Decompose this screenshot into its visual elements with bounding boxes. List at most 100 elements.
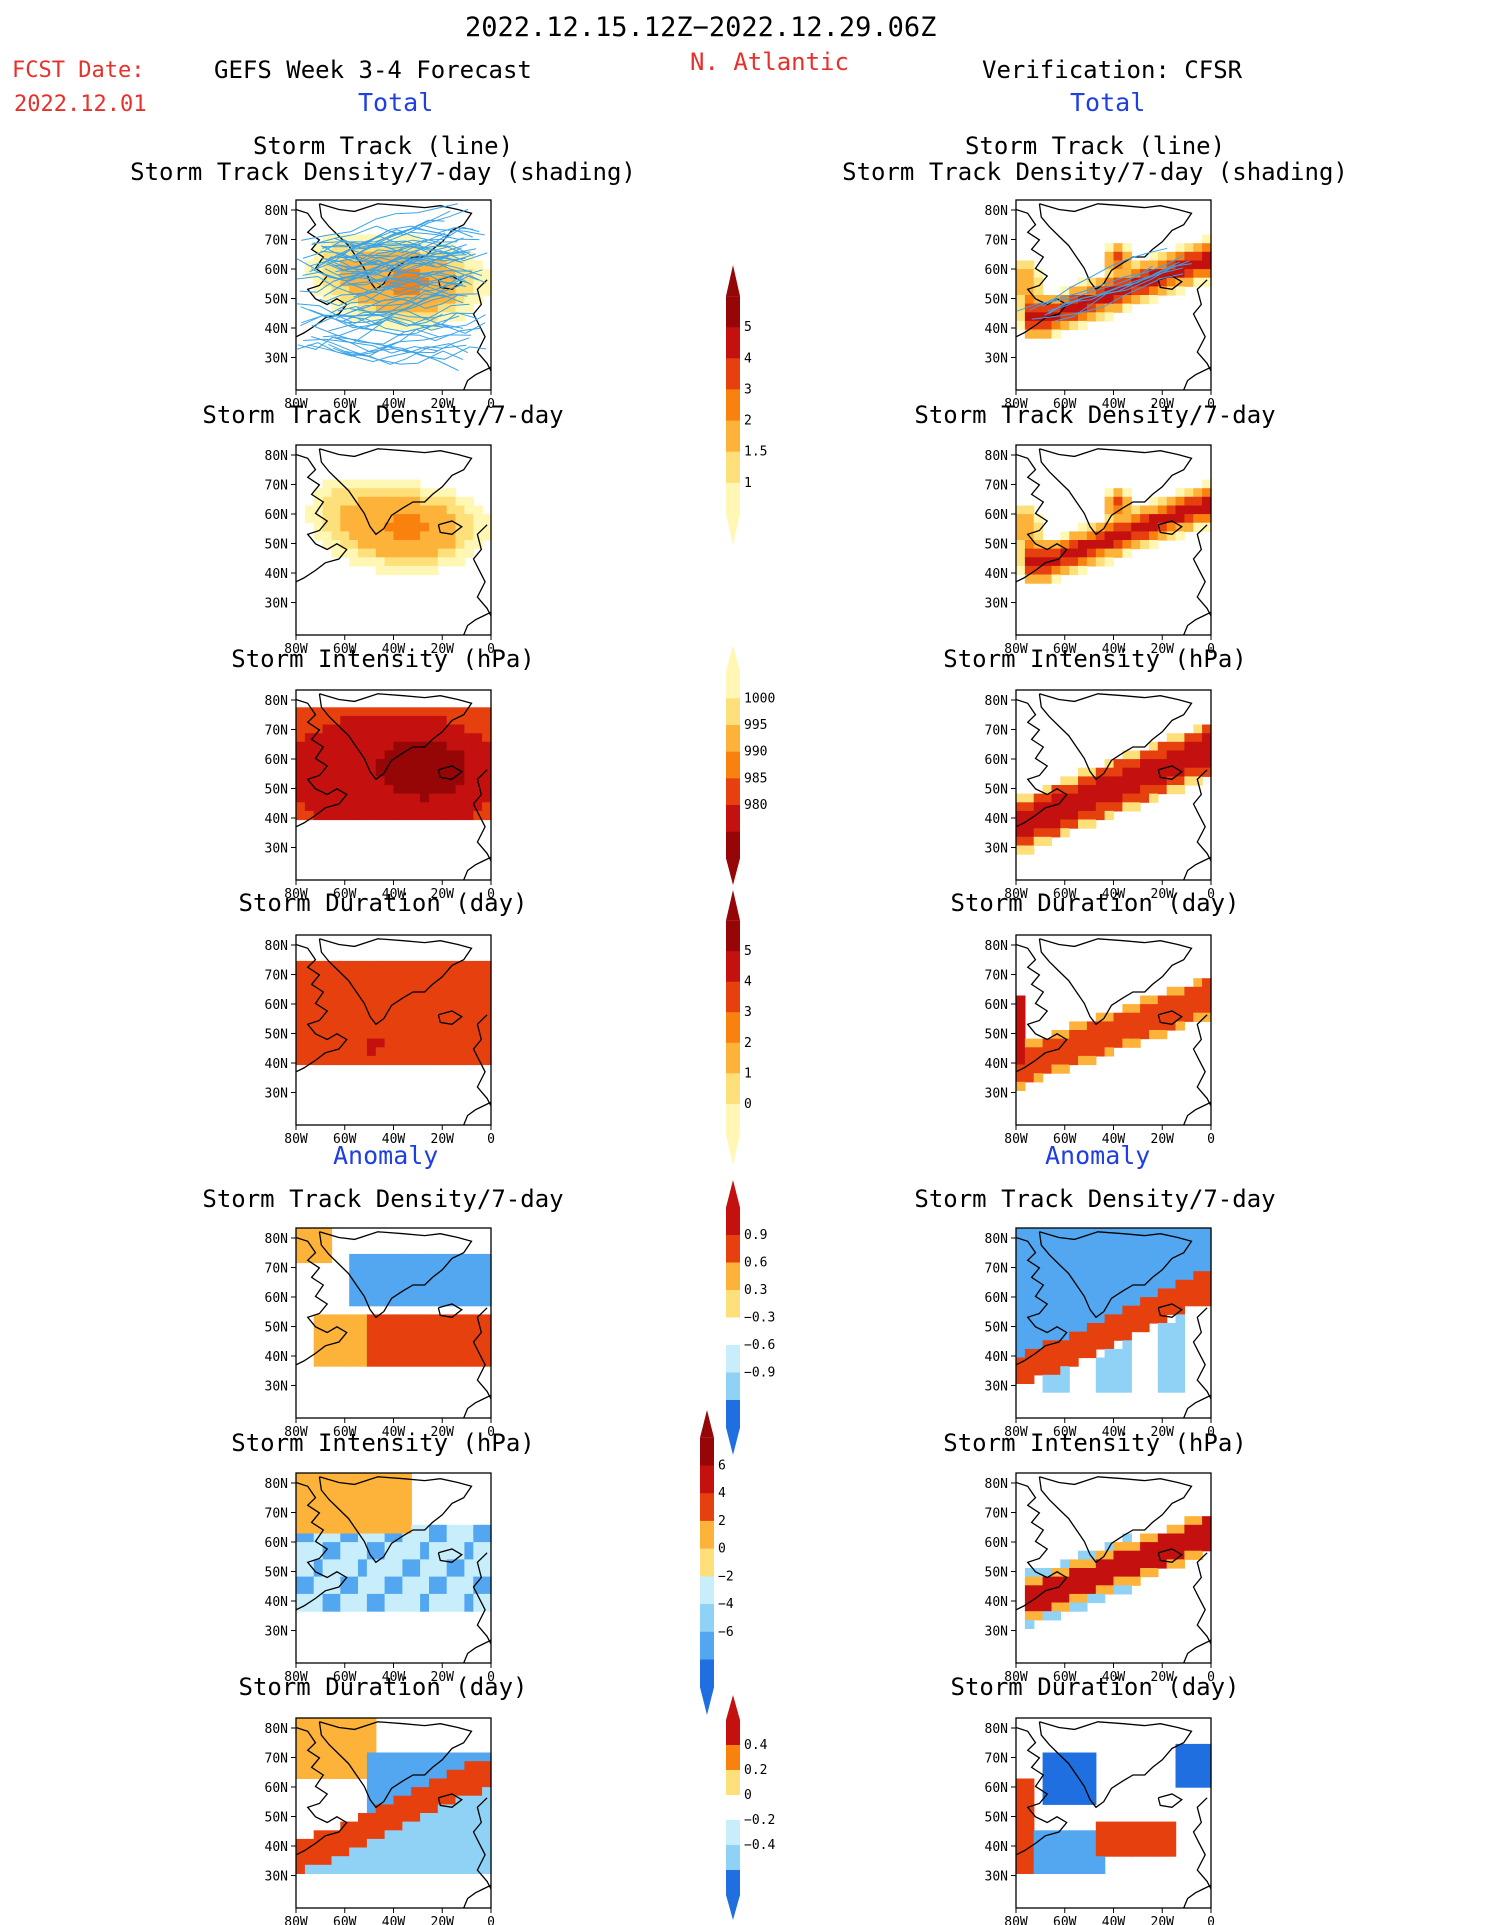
lon-label: 20W [1151,1132,1175,1147]
greenland-coastline [1038,1476,1193,1564]
colorbar-swatch [700,1548,714,1577]
europe-coastline [1192,1014,1212,1107]
greenland-coastline [318,1231,473,1319]
lat-label: 60N [265,753,288,768]
storm-track-line [353,275,487,298]
storm-track-line [310,245,449,274]
greenland-coastline [318,1721,473,1809]
storm-track-line [327,275,464,293]
iceland-coastline [1157,1010,1183,1025]
iceland-coastline [1157,1793,1183,1808]
date-range-title: 2022.12.15.12Z−2022.12.29.06Z [465,12,937,43]
lat-label: 80N [985,939,1008,954]
storm-track-line [333,337,470,363]
lat-label: 60N [985,1781,1008,1796]
lon-label: 0 [487,1132,495,1147]
colorbar-swatch [726,482,740,515]
lat-label: 50N [265,1566,288,1581]
colorbar-swatch [700,1493,714,1522]
colorbar-swatch [726,1870,740,1896]
lat-label: 40N [985,1350,1008,1365]
storm-track-line [344,308,486,334]
storm-track-line [328,324,481,342]
colorbar-label: 1 [744,1066,752,1081]
right-map-panel-4: 80N 70N 60N 50N 40N 30N 80W 60W 40W 20W 0 [985,934,1215,1147]
lat-label: 40N [985,1840,1008,1855]
lat-label: 40N [985,1057,1008,1072]
iceland-coastline [437,1010,463,1025]
right-anomaly-label: Anomaly [1045,1141,1151,1170]
colorbar-label: 0.3 [744,1283,767,1298]
lon-label: 60W [333,1425,357,1440]
north-america-coastline [295,698,348,828]
europe-coastline [1192,1307,1212,1400]
lat-label: 60N [265,998,288,1013]
colorbar-swatch [726,1770,740,1796]
colorbar-top-arrow [726,890,740,921]
lat-label: 60N [985,1536,1008,1551]
colorbar-swatch [726,1235,740,1263]
lat-label: 60N [265,1536,288,1551]
north-america-coastline [295,943,348,1073]
iceland-coastline [437,765,463,780]
colorbar-swatch [726,1372,740,1401]
right-total-label: Total [1070,88,1146,117]
colorbar-swatch [726,1012,740,1044]
colorbar-swatch [726,805,740,833]
colorbar-label: −0.3 [744,1311,775,1326]
lon-label: 80W [1004,1132,1028,1147]
colorbar-swatch [700,1520,714,1550]
iceland-coastline [437,520,463,535]
colorbar-swatch [726,981,740,1013]
europe-coastline [472,769,492,862]
left-map-panel-7: 80N 70N 60N 50N 40N 30N 80W 60W 40W 20W 0 [265,1717,495,1925]
left-total-label: Total [358,88,434,117]
lon-label: 20W [431,1670,455,1685]
lat-label: 50N [265,783,288,798]
colorbar-label: 5 [744,944,752,959]
iceland-coastline [1157,765,1183,780]
lat-label: 80N [265,1232,288,1247]
iceland-coastline [437,1303,463,1318]
lon-label: 0 [1207,1132,1215,1147]
colorbar-bottom-arrow [726,1134,740,1165]
lon-label: 80W [284,887,308,902]
storm-track-line [311,323,464,345]
lon-label: 60W [1053,887,1077,902]
lon-label: 0 [1207,642,1215,657]
right-panel-6-title: Storm Intensity (hPa) [943,1429,1247,1457]
north-america-coastline [1015,453,1068,583]
left-map-panel-6: 80N 70N 60N 50N 40N 30N 80W 60W 40W 20W 0 [265,1472,495,1685]
colorbar-swatch [726,1042,740,1074]
colorbar-label: −0.2 [744,1813,775,1828]
lon-label: 80W [1004,397,1028,412]
lon-label: 60W [1053,642,1077,657]
left-panel-2-title: Storm Track Density/7-day [202,401,564,429]
lat-label: 40N [985,1595,1008,1610]
lon-label: 0 [1207,1425,1215,1440]
colorbar-top-arrow [726,265,740,297]
storm-track-line [344,312,478,333]
lat-label: 30N [985,1380,1008,1395]
colorbar-label: 4 [744,975,752,990]
lon-label: 60W [1053,1670,1077,1685]
greenland-coastline [1038,693,1193,781]
greenland-coastline [1038,1231,1193,1319]
region-label: N. Atlantic [690,48,849,76]
africa-coastline [463,1394,492,1419]
lat-label: 70N [265,1752,288,1767]
colorbar-swatch [726,1317,740,1346]
europe-coastline [1192,524,1212,617]
lon-label: 0 [487,642,495,657]
lat-label: 40N [265,322,288,337]
right-map-panel-6: 80N 70N 60N 50N 40N 30N 80W 60W 40W 20W 0 [985,1472,1215,1685]
right-map-panel-2: 80N 70N 60N 50N 40N 30N 80W 60W 40W 20W 0 [985,444,1215,657]
lon-label: 40W [1102,1670,1126,1685]
colorbar-label: −0.4 [744,1838,775,1853]
colorbar-bottom-arrow [726,1895,740,1920]
lat-label: 50N [265,1028,288,1043]
lat-label: 70N [985,479,1008,494]
lat-label: 70N [265,1262,288,1277]
colorbar-label: 4 [744,351,752,366]
lat-label: 30N [985,597,1008,612]
